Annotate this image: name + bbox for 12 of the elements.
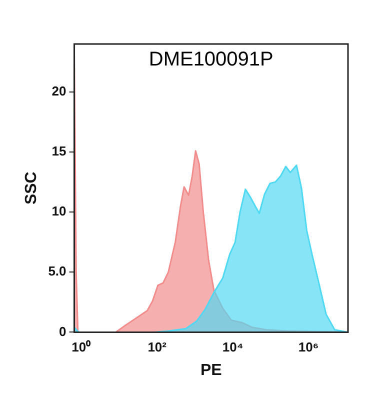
y-tick-label: 5.0 <box>48 264 66 279</box>
x-tick-label: 10⁶ <box>298 340 319 355</box>
y-tick-label: 15 <box>52 144 66 159</box>
x-axis-title: PE <box>200 362 222 379</box>
y-tick-label: 0 <box>59 324 66 339</box>
y-tick-label: 10 <box>52 204 66 219</box>
x-tick-label: 10² <box>148 340 168 355</box>
y-tick-label: 20 <box>52 84 66 99</box>
y-axis-title: SSC <box>23 171 40 205</box>
x-tick-label: 10⁰ <box>72 340 92 355</box>
x-tick-label: 10⁴ <box>222 340 244 355</box>
chart-title: DME100091P <box>148 48 274 71</box>
